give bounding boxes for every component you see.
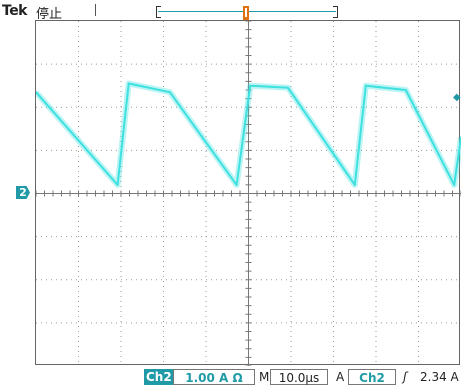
waveform-point	[364, 84, 367, 87]
waveform-point	[235, 183, 238, 186]
scope-graticule	[35, 20, 461, 366]
record-bracket-left	[156, 6, 161, 18]
waveform-point	[404, 89, 407, 91]
separator	[95, 4, 96, 16]
channel-2-ground-marker[interactable]: 2	[16, 186, 30, 199]
timebase-value[interactable]: 10.0µs	[270, 369, 328, 385]
waveform-point	[287, 86, 289, 89]
waveform-point	[168, 91, 171, 94]
waveform-plot	[36, 21, 461, 366]
waveform-point	[127, 82, 130, 85]
waveform-point	[116, 183, 119, 186]
trigger-channel[interactable]: Ch2	[348, 369, 396, 385]
waveform-point	[453, 183, 456, 186]
waveform-point	[249, 84, 252, 87]
trigger-level[interactable]: 2.34 A	[420, 370, 459, 384]
trigger-prefix: A	[336, 370, 345, 384]
waveform-point	[36, 91, 37, 94]
vertical-scale[interactable]: 1.00 A Ω	[173, 369, 255, 385]
brand-logo: Tek	[2, 3, 28, 19]
channel-badge[interactable]: Ch2	[144, 369, 174, 385]
waveform-point	[460, 136, 461, 139]
trigger-position-icon[interactable]	[241, 6, 251, 20]
waveform-point	[353, 183, 356, 186]
settings-bar: Ch2 1.00 A Ω M 10.0µs A Ch2 ʃ 2.34 A	[0, 368, 464, 387]
trigger-level-icon[interactable]: ◆	[453, 92, 461, 103]
acquisition-status: 停止	[36, 7, 63, 22]
waveform-trace-ch2	[36, 82, 461, 186]
top-status-bar: Tek 停止	[0, 0, 464, 22]
timebase-prefix: M	[259, 370, 270, 384]
trigger-slope-icon[interactable]: ʃ	[403, 370, 408, 384]
record-bracket-right	[333, 6, 338, 18]
